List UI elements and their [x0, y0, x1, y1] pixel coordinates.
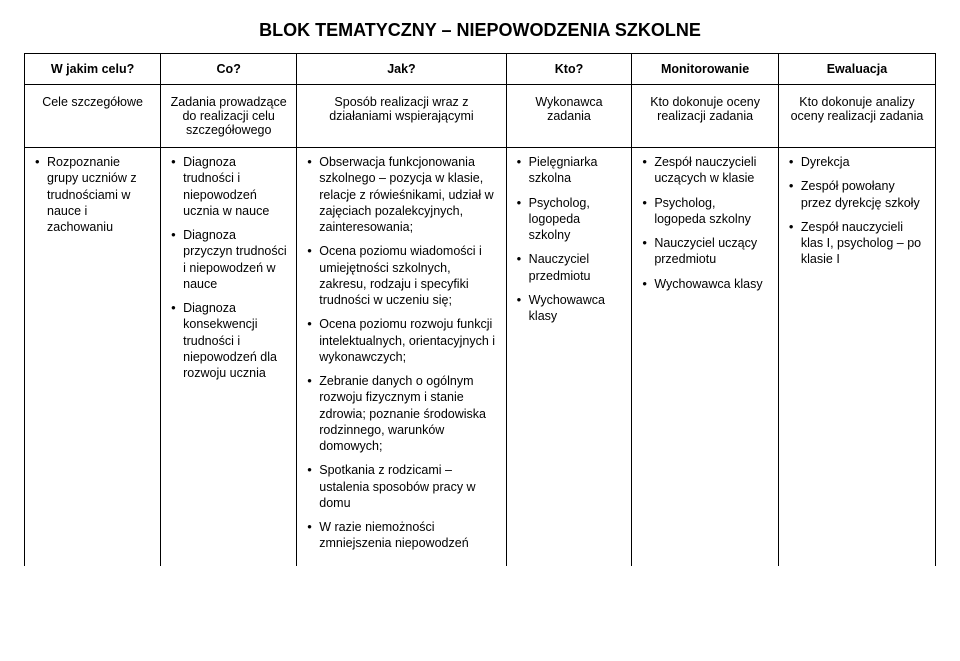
- list-item: W razie niemożności zmniejszenia niepowo…: [305, 519, 497, 552]
- cell-wyk: Pielęgniarka szkolna Psycholog, logopeda…: [506, 148, 632, 566]
- subheader-sposob: Sposób realizacji wraz z działaniami wsp…: [297, 85, 506, 148]
- list-item: Wychowawca klasy: [515, 292, 624, 325]
- header-co: Co?: [161, 54, 297, 85]
- subheader-ktodok: Kto dokonuje oceny realizacji zadania: [632, 85, 779, 148]
- list-item: Zespół nauczycieli klas I, psycholog – p…: [787, 219, 927, 268]
- cell-sposob: Obserwacja funkcjonowania szkolnego – po…: [297, 148, 506, 566]
- main-table: W jakim celu? Co? Jak? Kto? Monitorowani…: [24, 53, 936, 566]
- header-monitor: Monitorowanie: [632, 54, 779, 85]
- subheader-zad: Zadania prowadzące do realizacji celu sz…: [161, 85, 297, 148]
- cell-anal: Dyrekcja Zespół powołany przez dyrekcję …: [778, 148, 935, 566]
- subheader-anal: Kto dokonuje analizy oceny realizacji za…: [778, 85, 935, 148]
- list-item: Nauczyciel przedmiotu: [515, 251, 624, 284]
- subheader-cele: Cele szczegółowe: [25, 85, 161, 148]
- list-item: Pielęgniarka szkolna: [515, 154, 624, 187]
- cell-kto: Zespół nauczycieli uczących w klasie Psy…: [632, 148, 779, 566]
- header-kto: Kto?: [506, 54, 632, 85]
- header-cel: W jakim celu?: [25, 54, 161, 85]
- subheader-wyk: Wykonawca zadania: [506, 85, 632, 148]
- cell-cele: Rozpoznanie grupy uczniów z trudnościami…: [25, 148, 161, 566]
- list-item: Ocena poziomu rozwoju funkcji intelektua…: [305, 316, 497, 365]
- list-item: Diagnoza trudności i niepowodzeń ucznia …: [169, 154, 288, 219]
- list-item: Nauczyciel uczący przedmiotu: [640, 235, 770, 268]
- list-item: Zebranie danych o ogólnym rozwoju fizycz…: [305, 373, 497, 454]
- list-item: Zespół nauczycieli uczących w klasie: [640, 154, 770, 187]
- list-item: Spotkania z rodzicami – ustalenia sposob…: [305, 462, 497, 511]
- list-item: Zespół powołany przez dyrekcję szkoły: [787, 178, 927, 211]
- page-title: BLOK TEMATYCZNY – NIEPOWODZENIA SZKOLNE: [24, 20, 936, 41]
- list-item: Ocena poziomu wiadomości i umiejętności …: [305, 243, 497, 308]
- list-item: Dyrekcja: [787, 154, 927, 170]
- list-item: Psycholog, logopeda szkolny: [515, 195, 624, 244]
- list-item: Diagnoza konsekwencji trudności i niepow…: [169, 300, 288, 381]
- list-item: Rozpoznanie grupy uczniów z trudnościami…: [33, 154, 152, 235]
- header-jak: Jak?: [297, 54, 506, 85]
- list-item: Obserwacja funkcjonowania szkolnego – po…: [305, 154, 497, 235]
- cell-zadania: Diagnoza trudności i niepowodzeń ucznia …: [161, 148, 297, 566]
- list-item: Diagnoza przyczyn trudności i niepowodze…: [169, 227, 288, 292]
- list-item: Wychowawca klasy: [640, 276, 770, 292]
- header-ewal: Ewaluacja: [778, 54, 935, 85]
- list-item: Psycholog, logopeda szkolny: [640, 195, 770, 228]
